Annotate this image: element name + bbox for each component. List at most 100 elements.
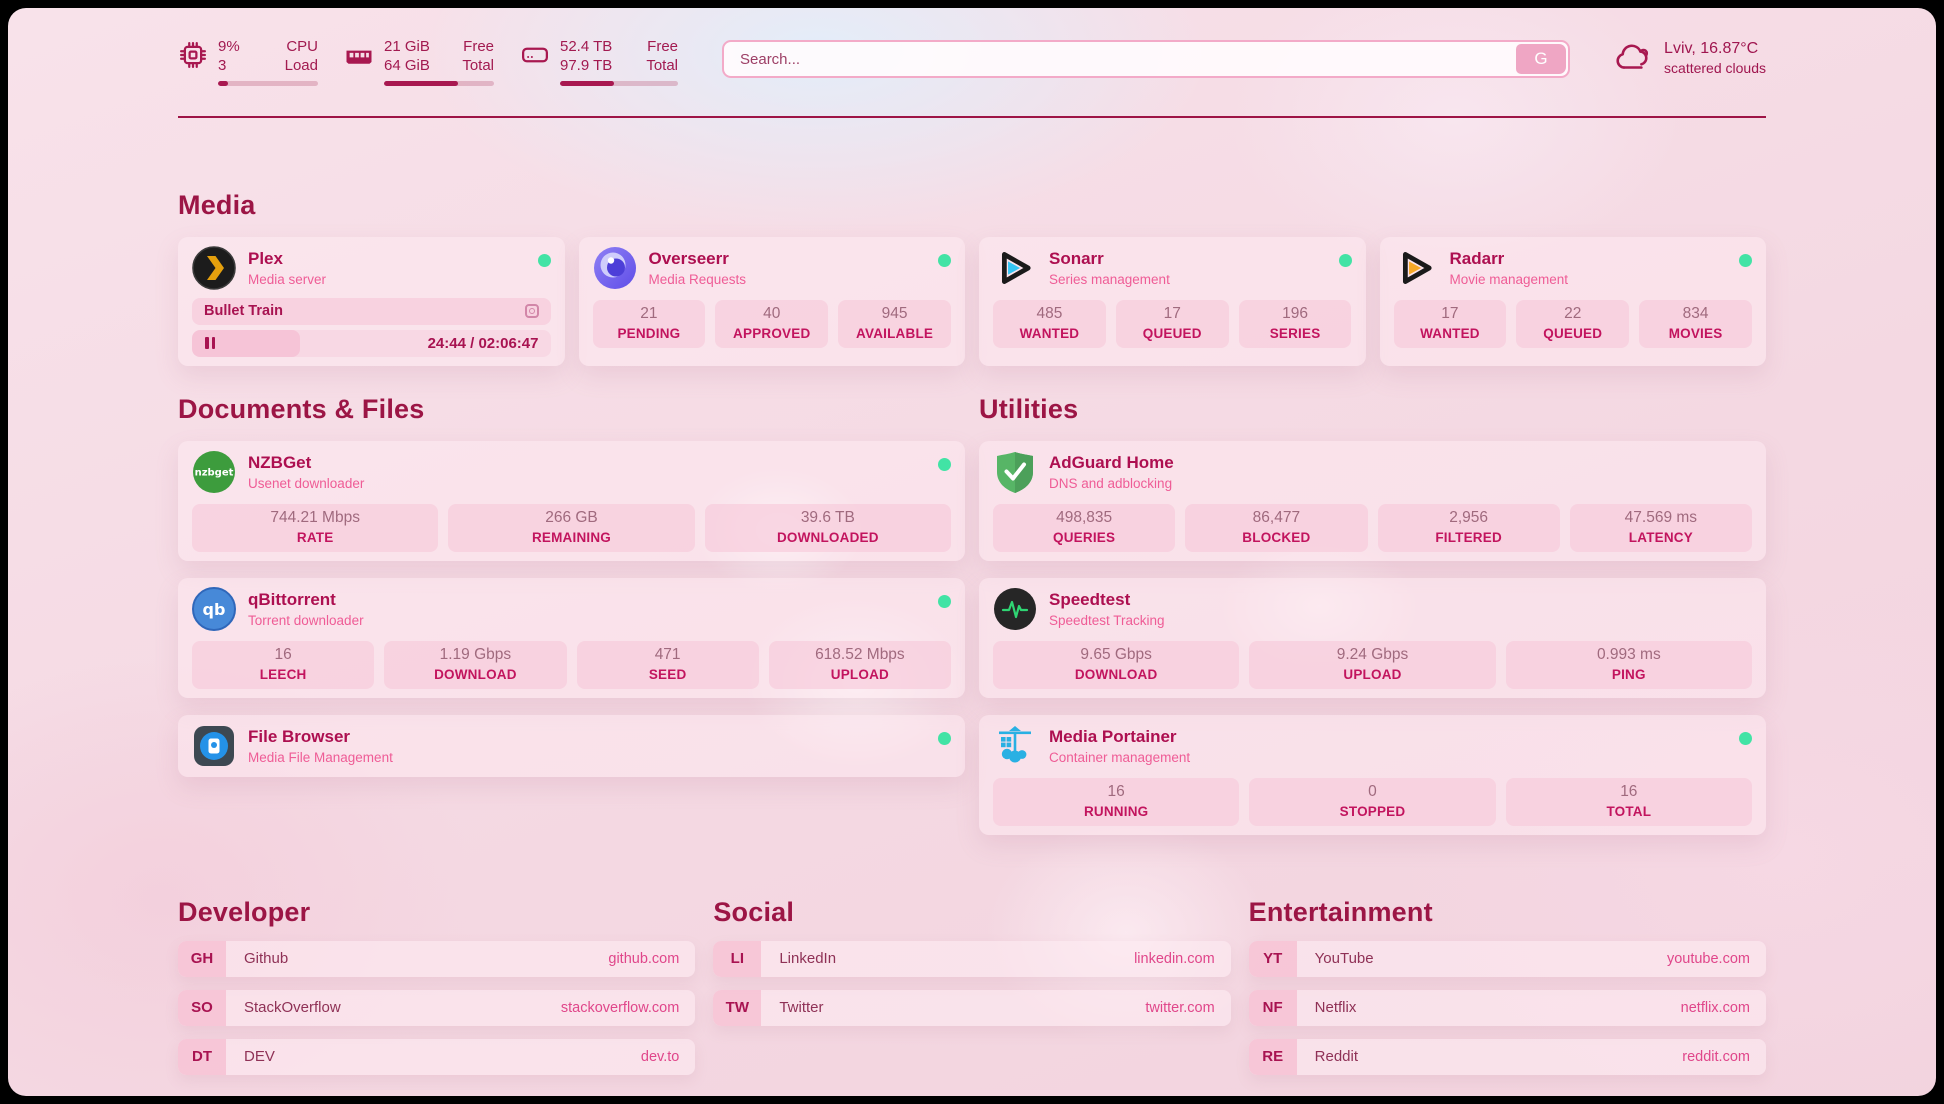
stat-blocked: 86,477 BLOCKED [1185, 503, 1368, 552]
link-badge: YT [1248, 940, 1297, 977]
stat-upload: 9.24 Gbps UPLOAD [1249, 640, 1496, 689]
app-subtitle: Movie management [1449, 271, 1569, 287]
memory-icon [346, 50, 372, 64]
now-playing-title: Bullet Train [204, 303, 283, 319]
stat-available: 945 AVAILABLE [838, 299, 951, 348]
app-name: NZBGet [248, 452, 312, 472]
radarr-card[interactable]: Radarr Movie management 17 WANTED 22 QUEUE… [1379, 236, 1766, 366]
app-name: Speedtest [1049, 589, 1131, 609]
status-dot [938, 594, 951, 608]
memory-total-value: 64 GiB [384, 56, 430, 74]
media-section: Media Plex Media server Bullet Train [178, 190, 1766, 366]
stat-series: 196 SERIES [1238, 299, 1352, 348]
stat-queued: 17 QUEUED [1115, 299, 1229, 348]
app-subtitle: Container management [1049, 749, 1191, 765]
cpu-icon [180, 42, 206, 68]
overseerr-icon [593, 246, 636, 289]
link-netflix[interactable]: NF Netflix netflix.com [1248, 989, 1766, 1026]
link-badge: GH [178, 940, 226, 977]
memory-total-label: Total [462, 56, 494, 74]
app-name: Sonarr [1049, 248, 1104, 268]
speedtest-card[interactable]: Speedtest Speedtest Tracking 9.65 Gbps DO… [979, 577, 1766, 698]
disk-progress-bar [560, 80, 678, 86]
utilities-section: Utilities AdGuard Home DNS and adblockin… [979, 394, 1766, 835]
plex-card[interactable]: Plex Media server Bullet Train 24:44 / 0… [178, 236, 565, 366]
status-dot [537, 253, 551, 267]
stat-queries: 498,835 QUERIES [993, 503, 1176, 552]
entertainment-section-title: Entertainment [1248, 896, 1433, 927]
search-input[interactable] [722, 40, 1571, 78]
stat-running: 16 RUNNING [993, 777, 1240, 826]
dashboard-page: 9% CPU 3 Load 21 GiB Free 64 GiB Total [8, 8, 1936, 1096]
stat-wanted: 17 WANTED [1393, 299, 1507, 348]
now-playing-row: Bullet Train [192, 297, 551, 325]
qbittorrent-icon: qb [192, 586, 236, 631]
nzbget-card[interactable]: nzbget NZBGet Usenet downloader 744.21 M… [178, 440, 965, 561]
stat-wanted: 485 WANTED [993, 299, 1106, 348]
stat-seed: 471 SEED [576, 640, 759, 689]
link-badge: SO [178, 989, 226, 1026]
status-dot [1338, 253, 1352, 267]
link-badge: NF [1248, 989, 1297, 1026]
cpu-load-value: 3 [218, 56, 227, 74]
app-name: Radarr [1449, 248, 1505, 268]
link-twitter[interactable]: TW Twitter twitter.com [713, 989, 1231, 1026]
status-dot [1739, 731, 1752, 745]
cpu-load-label: Load [284, 56, 318, 74]
link-linkedin[interactable]: LI LinkedIn linkedin.com [713, 940, 1231, 977]
stat-ping: 0.993 ms PING [1505, 640, 1752, 689]
status-dot [938, 457, 951, 471]
app-name: File Browser [248, 726, 351, 746]
stat-pending: 21 PENDING [592, 299, 706, 348]
adguard-icon [997, 451, 1033, 493]
media-section-title: Media [178, 189, 256, 220]
app-subtitle: DNS and adblocking [1049, 475, 1173, 491]
disk-free-label: Free [647, 38, 678, 55]
top-bar: 9% CPU 3 Load 21 GiB Free 64 GiB Total [178, 38, 1766, 86]
stat-latency: 47.569 ms LATENCY [1569, 503, 1752, 552]
stat-remaining: 266 GB REMAINING [448, 503, 695, 552]
stat-leech: 16 LEECH [192, 640, 375, 689]
stat-approved: 40 APPROVED [715, 299, 829, 348]
sonarr-card[interactable]: Sonarr Series management 485 WANTED 17 QUE… [979, 236, 1366, 366]
app-subtitle: Torrent downloader [248, 612, 364, 628]
status-dot [938, 253, 951, 267]
filebrowser-card[interactable]: File Browser Media File Management [178, 714, 965, 777]
documents-section: Documents & Files nzbget NZBGet Usenet d… [178, 394, 965, 835]
app-subtitle: Series management [1049, 271, 1170, 287]
app-name: Media Portainer [1049, 726, 1177, 746]
cpu-progress-bar [218, 80, 318, 86]
system-stats: 9% CPU 3 Load 21 GiB Free 64 GiB Total [178, 38, 678, 86]
stat-total: 16 TOTAL [1505, 777, 1752, 826]
portainer-card[interactable]: Media Portainer Container management 16 R… [979, 714, 1766, 835]
link-stackoverflow[interactable]: SO StackOverflow stackoverflow.com [178, 989, 696, 1026]
search-bar: G [722, 40, 1571, 78]
svg-text:qb: qb [203, 600, 226, 619]
link-dev[interactable]: DT DEV dev.to [178, 1038, 696, 1075]
link-github[interactable]: GH Github github.com [178, 940, 696, 977]
filebrowser-icon [194, 725, 234, 766]
stat-filtered: 2,956 FILTERED [1377, 503, 1560, 552]
playback-row: 24:44 / 02:06:47 [192, 329, 551, 357]
status-dot [1739, 253, 1752, 267]
overseerr-card[interactable]: Overseerr Media Requests 21 PENDING 40 APP… [578, 236, 965, 366]
stat-download: 9.65 Gbps DOWNLOAD [993, 640, 1240, 689]
weather-location: Lviv, 16.87°C [1664, 40, 1759, 57]
google-search-button[interactable]: G [1516, 44, 1567, 74]
weather-widget: Lviv, 16.87°C scattered clouds [1614, 40, 1766, 76]
link-badge: RE [1248, 1038, 1297, 1075]
link-youtube[interactable]: YT YouTube youtube.com [1248, 940, 1766, 977]
link-badge: DT [178, 1038, 226, 1075]
pause-button[interactable] [192, 329, 300, 357]
adguard-card[interactable]: AdGuard Home DNS and adblocking 498,835 Q… [979, 440, 1766, 561]
disk-total-label: Total [646, 56, 678, 74]
stat-downloaded: 39.6 TB DOWNLOADED [704, 503, 951, 552]
link-reddit[interactable]: RE Reddit reddit.com [1248, 1038, 1766, 1075]
nzbget-icon: nzbget [193, 450, 235, 493]
disk-free-value: 52.4 TB [560, 38, 613, 55]
cpu-usage-value: 9% [218, 38, 240, 55]
qbittorrent-card[interactable]: qb qBittorrent Torrent downloader 16 LEEC… [178, 577, 965, 698]
speedtest-icon [994, 587, 1036, 630]
app-subtitle: Media Requests [648, 271, 747, 287]
status-dot [938, 731, 951, 745]
